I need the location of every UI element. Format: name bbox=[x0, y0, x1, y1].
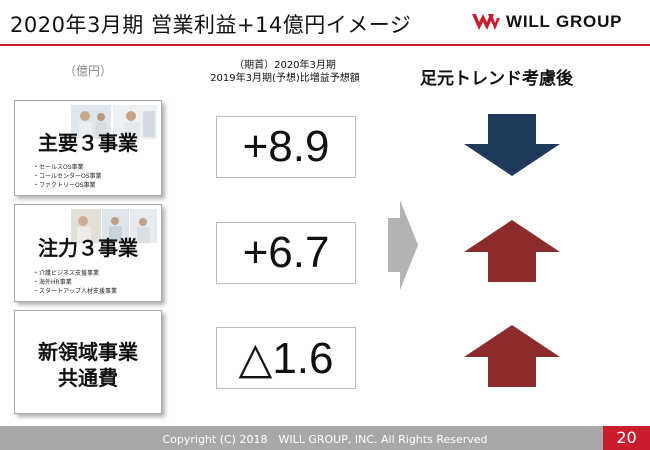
footer-bar: Copyright (C) 2018 WILL GROUP, INC. All … bbox=[0, 426, 650, 450]
segment-photo-image bbox=[71, 209, 157, 243]
column-heading: （期首）2020年3月期 2019年3月期(予想)比増益予想額 bbox=[180, 59, 390, 85]
segment-item: スタートアップ人材支援事業 bbox=[33, 287, 117, 296]
segment-card-new: 新領域事業 共通費 bbox=[14, 310, 162, 414]
segment-item: 介護ビジネス支援事業 bbox=[33, 269, 117, 278]
value-box-focus: +6.7 bbox=[216, 222, 356, 284]
logo-text: WILL GROUP bbox=[506, 12, 623, 31]
page-number: 20 bbox=[603, 426, 650, 450]
segment-item: 海外HR事業 bbox=[33, 278, 117, 287]
segment-item: セールスOS事業 bbox=[33, 163, 102, 172]
segment-title: 注力３事業 bbox=[38, 236, 138, 260]
segment-title-line1: 新領域事業 bbox=[38, 340, 138, 364]
segment-title-line2: 共通費 bbox=[58, 366, 118, 390]
segment-title: 新領域事業 共通費 bbox=[15, 339, 161, 391]
logo-mark-icon bbox=[472, 14, 500, 30]
segment-item-list: セールスOS事業 コールセンターOS事業 ファクトリーOS事業 bbox=[33, 163, 102, 190]
value-box-main: +8.9 bbox=[216, 116, 356, 178]
segment-card-focus: 注力３事業 介護ビジネス支援事業 海外HR事業 スタートアップ人材支援事業 bbox=[14, 204, 162, 302]
company-logo: WILL GROUP bbox=[470, 10, 645, 36]
segment-card-main: 主要３事業 セールスOS事業 コールセンターOS事業 ファクトリーOS事業 bbox=[14, 100, 162, 196]
slide-title: 2020年3月期 営業利益+14億円イメージ bbox=[10, 13, 412, 37]
segment-photo-image bbox=[71, 105, 157, 139]
segment-item: ファクトリーOS事業 bbox=[33, 181, 102, 190]
unit-label: （億円） bbox=[64, 64, 113, 78]
value-box-new: △1.6 bbox=[216, 327, 356, 389]
header-divider bbox=[0, 44, 650, 46]
trend-up-arrow-icon bbox=[464, 325, 560, 387]
column-heading-line1: （期首）2020年3月期 bbox=[234, 60, 336, 71]
copyright-text: Copyright (C) 2018 WILL GROUP, INC. All … bbox=[162, 433, 488, 446]
trend-heading: 足元トレンド考慮後 bbox=[420, 69, 573, 89]
column-heading-line2: 2019年3月期(予想)比増益予想額 bbox=[210, 73, 360, 84]
segment-title: 主要３事業 bbox=[38, 131, 138, 155]
segment-item: コールセンターOS事業 bbox=[33, 172, 102, 181]
trend-up-arrow-icon bbox=[464, 220, 560, 282]
segment-item-list: 介護ビジネス支援事業 海外HR事業 スタートアップ人材支援事業 bbox=[33, 269, 117, 296]
trend-down-arrow-icon bbox=[464, 114, 560, 176]
right-arrow-icon bbox=[388, 200, 418, 290]
